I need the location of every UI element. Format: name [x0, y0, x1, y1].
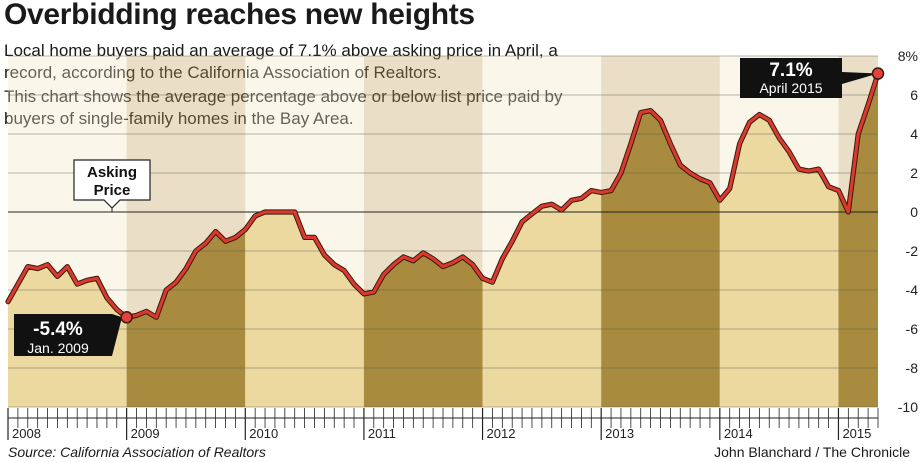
y-tick-label: 6	[910, 87, 918, 103]
x-tick-label: 2012	[487, 426, 516, 441]
series-line	[6, 72, 880, 319]
asking-price-box	[73, 159, 151, 209]
asking-price-label: Asking	[87, 164, 137, 181]
x-tick-label: 2015	[842, 426, 871, 441]
low-callout-value: -5.4%	[33, 319, 83, 340]
x-tick-label: 2011	[368, 426, 396, 441]
y-tick-label: -6	[906, 321, 919, 337]
year-area	[719, 114, 839, 407]
page-title: Overbidding reaches new heights	[4, 0, 475, 31]
y-tick-label: 8%	[898, 48, 918, 64]
high-callout-date: April 2015	[759, 80, 822, 96]
intro-paragraph: Local home buyers paid an average of 7.1…	[4, 41, 558, 82]
gridlines	[8, 55, 878, 408]
y-tick-label: 4	[910, 126, 918, 142]
year-area	[245, 212, 364, 407]
intro-paragraph-secondary: This chart shows the average percentage …	[4, 87, 563, 128]
high-callout-box	[740, 58, 878, 98]
x-tick-label: 2013	[605, 426, 634, 441]
high-callout-value: 7.1%	[769, 60, 812, 81]
high-point-marker	[871, 67, 885, 80]
y-tick-label: -2	[906, 243, 919, 259]
byline: John Blanchard / The Chronicle	[714, 444, 910, 460]
low-point-marker	[120, 311, 133, 324]
low-callout-date: Jan. 2009	[27, 340, 89, 356]
year-area	[363, 252, 483, 407]
area-fills	[8, 73, 878, 408]
x-tick-label: 2010	[249, 426, 278, 441]
low-callout-box	[14, 314, 122, 356]
source-note: Source: California Association of Realto…	[8, 444, 266, 460]
axes: 8% 6 4 2 0 -2 -4 -6 -8 -10 2008 2009 2010 2011 2012 201…	[7, 48, 919, 441]
y-tick-label: -10	[898, 399, 918, 415]
y-tick-label: -8	[906, 360, 919, 376]
series-line	[5, 71, 881, 320]
y-tick-label: 2	[910, 165, 918, 181]
year-area	[838, 73, 878, 408]
x-tick-label: 2014	[724, 426, 753, 441]
y-tick-label: 0	[910, 204, 918, 220]
x-tick-label: 2009	[131, 426, 160, 441]
asking-price-label: Price	[94, 182, 131, 199]
y-tick-label: -4	[906, 282, 919, 298]
x-tick-label: 2008	[12, 426, 41, 441]
year-area	[601, 110, 720, 407]
year-area	[126, 229, 246, 407]
